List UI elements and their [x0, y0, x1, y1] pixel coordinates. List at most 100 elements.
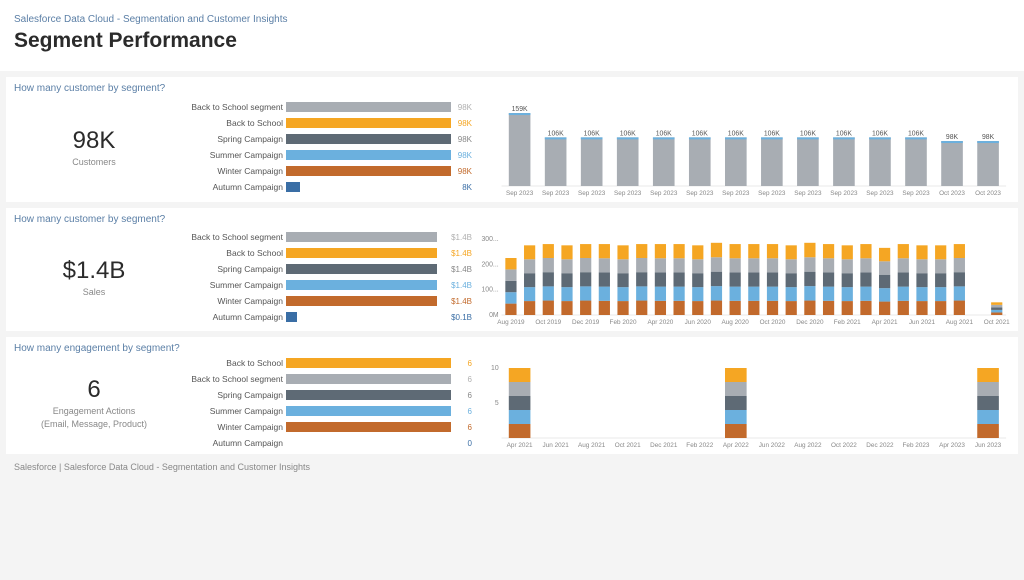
hbar-label: Winter Campaign [182, 166, 286, 176]
hbar-value: $1.4B [451, 249, 472, 258]
svg-text:100...: 100... [481, 287, 498, 294]
hbar-value: $1.4B [451, 281, 472, 290]
svg-text:200...: 200... [481, 261, 498, 268]
hbar-track [286, 374, 465, 384]
hbar-row[interactable]: Autumn Campaign$0.1B [182, 310, 472, 324]
hbar-fill [286, 118, 451, 128]
hbar-label: Summer Campaign [182, 406, 286, 416]
hbar-track [286, 166, 455, 176]
hbar-fill [286, 280, 437, 290]
hbar-label: Back to School [182, 248, 286, 258]
hbar-fill [286, 102, 451, 112]
svg-text:Sep 2023: Sep 2023 [866, 190, 894, 197]
hbar-label: Back to School [182, 118, 286, 128]
hbar-fill [286, 390, 451, 400]
svg-text:Dec 2022: Dec 2022 [866, 442, 894, 449]
kpi-value: 98K [73, 127, 116, 155]
hbar-fill [286, 358, 451, 368]
hbar-fill [286, 232, 437, 242]
hbar-value: 6 [468, 407, 472, 416]
svg-text:Jun 2022: Jun 2022 [759, 442, 786, 449]
sections.engagement-hbars: Back to School6Back to School segment6Sp… [182, 356, 472, 450]
hbar-fill [286, 166, 451, 176]
hbar-label: Back to School segment [182, 102, 286, 112]
svg-text:106K: 106K [656, 130, 672, 137]
hbar-row[interactable]: Back to School98K [182, 116, 472, 130]
sections.sales-timechart[interactable]: 0M100...200...300...Aug 2019Oct 2019Dec … [480, 227, 1010, 327]
hbar-row[interactable]: Back to School6 [182, 356, 472, 370]
svg-text:Sep 2023: Sep 2023 [902, 190, 930, 197]
hbar-row[interactable]: Back to School segment6 [182, 372, 472, 386]
svg-text:Sep 2023: Sep 2023 [650, 190, 678, 197]
hbar-track [286, 390, 465, 400]
hbar-row[interactable]: Winter Campaign6 [182, 420, 472, 434]
svg-text:300...: 300... [481, 236, 498, 243]
hbar-value: 98K [458, 151, 472, 160]
sections.sales-hbars: Back to School segment$1.4B Back to Schoo… [182, 227, 472, 327]
svg-text:106K: 106K [764, 130, 780, 137]
kpi-value: $1.4B [63, 257, 126, 285]
section-body: 98KCustomersBack to School segment98KBac… [14, 96, 1010, 198]
svg-text:106K: 106K [620, 130, 636, 137]
svg-text:Aug 2021: Aug 2021 [946, 319, 974, 326]
hbar-label: Spring Campaign [182, 390, 286, 400]
hbar-row[interactable]: Summer Campaign$1.4B [182, 278, 472, 292]
hbar-row[interactable]: Spring Campaign6 [182, 388, 472, 402]
svg-text:106K: 106K [548, 130, 564, 137]
svg-text:Jun 2020: Jun 2020 [685, 319, 712, 326]
section-body: 6Engagement Actions(Email, Message, Prod… [14, 356, 1010, 450]
hbar-row[interactable]: Back to School segment98K [182, 100, 472, 114]
svg-text:106K: 106K [728, 130, 744, 137]
svg-text:Aug 2020: Aug 2020 [721, 319, 749, 326]
breadcrumb: Salesforce Data Cloud - Segmentation and… [14, 14, 1010, 25]
svg-text:5: 5 [495, 400, 499, 407]
hbar-track [286, 150, 455, 160]
hbar-value: 6 [468, 375, 472, 384]
hbar-fill [286, 296, 437, 306]
section-body: $1.4BSalesBack to School segment$1.4BBac… [14, 227, 1010, 327]
svg-text:10: 10 [491, 365, 499, 372]
hbar-track [286, 438, 465, 448]
hbar-row[interactable]: Winter Campaign98K [182, 164, 472, 178]
hbar-row[interactable]: Back to School $1.4B [182, 246, 472, 260]
kpi-sublabel: (Email, Message, Product) [41, 419, 147, 430]
hbar-value: $0.1B [451, 313, 472, 322]
svg-text:Apr 2021: Apr 2021 [507, 442, 533, 449]
hbar-track [286, 280, 448, 290]
hbar-row[interactable]: Summer Campaign 6 [182, 404, 472, 418]
hbar-value: 0 [468, 439, 472, 448]
hbar-row[interactable]: Winter Campaign$1.4B [182, 294, 472, 308]
svg-text:Feb 2023: Feb 2023 [903, 442, 930, 449]
hbar-track [286, 264, 448, 274]
sections.customers-timechart[interactable]: 159KSep 2023106KSep 2023106KSep 2023106K… [480, 96, 1010, 198]
svg-text:Apr 2020: Apr 2020 [647, 319, 673, 326]
hbar-label: Autumn Campaign [182, 182, 286, 192]
kpi: 98KCustomers [14, 96, 174, 198]
svg-text:Sep 2023: Sep 2023 [542, 190, 570, 197]
hbar-row[interactable]: Back to School segment$1.4B [182, 230, 472, 244]
hbar-label: Back to School [182, 358, 286, 368]
hbar-fill [286, 182, 300, 192]
hbar-fill [286, 422, 451, 432]
hbar-track [286, 312, 448, 322]
hbar-row[interactable]: Summer Campaign98K [182, 148, 472, 162]
hbar-row[interactable]: Autumn Campaign0 [182, 436, 472, 450]
hbar-track [286, 182, 459, 192]
section-engagement: How many engagement by segment? 6Engageme… [6, 337, 1018, 454]
hbar-fill [286, 248, 437, 258]
hbar-row[interactable]: Autumn Campaign 8K [182, 180, 472, 194]
hbar-track [286, 102, 455, 112]
svg-text:Sep 2023: Sep 2023 [578, 190, 606, 197]
hbar-value: 8K [462, 183, 472, 192]
hbar-row[interactable]: Spring Campaign$1.4B [182, 262, 472, 276]
svg-text:Apr 2021: Apr 2021 [872, 319, 898, 326]
hbar-row[interactable]: Spring Campaign98K [182, 132, 472, 146]
svg-text:Oct 2019: Oct 2019 [535, 319, 561, 326]
svg-text:Aug 2019: Aug 2019 [497, 319, 525, 326]
sections.engagement-timechart[interactable]: 510Apr 2021Jun 2021Aug 2021Oct 2021Dec 2… [480, 356, 1010, 450]
hbar-track [286, 232, 448, 242]
kpi-value: 6 [87, 376, 100, 404]
svg-text:Aug 2021: Aug 2021 [578, 442, 606, 449]
section-title: How many engagement by segment? [14, 343, 1010, 354]
svg-text:Oct 2023: Oct 2023 [939, 190, 965, 197]
